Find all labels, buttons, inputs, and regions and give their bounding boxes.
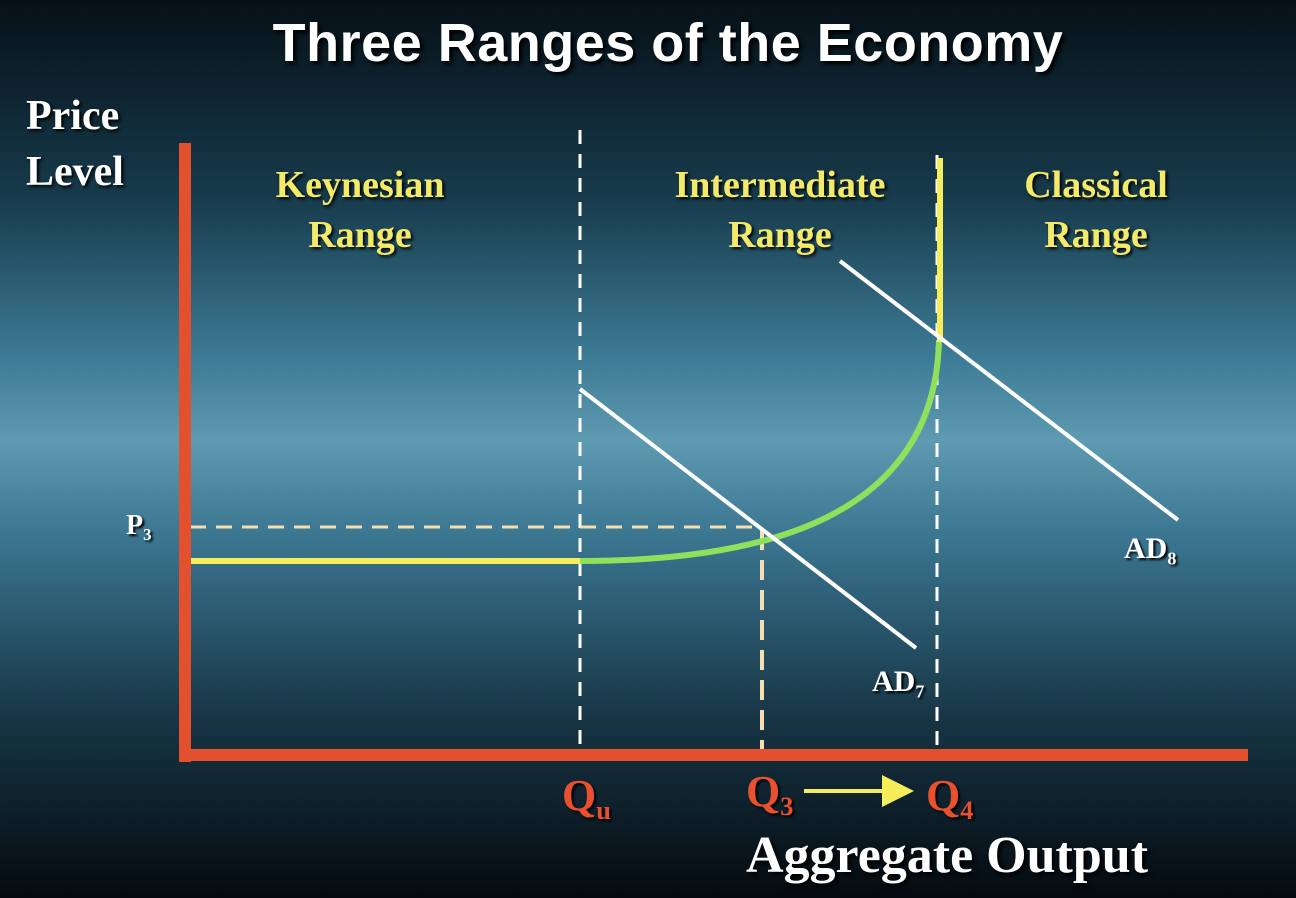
p3-tick-label: P3	[126, 510, 152, 544]
qu-tick-label: Qu	[562, 771, 611, 826]
keynesian-range-line2: Range	[308, 214, 412, 256]
x-axis-label: Aggregate Output	[746, 827, 1149, 884]
classical-range-line2: Range	[1044, 214, 1148, 256]
y-axis-label-line2: Level	[26, 149, 124, 195]
supply-intermediate-curve	[579, 339, 942, 564]
keynesian-range-label: Keynesian Range	[240, 160, 480, 260]
classical-range-line1: Classical	[1024, 164, 1168, 206]
ad8-curve	[838, 259, 1180, 522]
keynesian-range-line1: Keynesian	[275, 164, 445, 206]
q3-tick-label: Q3	[746, 767, 794, 822]
classical-range-label: Classical Range	[976, 160, 1216, 260]
ad8-label: AD8	[1124, 532, 1177, 569]
intermediate-range-label: Intermediate Range	[630, 160, 930, 260]
y-axis-label: Price Level	[26, 88, 124, 200]
page-title: Three Ranges of the Economy	[272, 13, 1064, 73]
q4-tick-label: Q4	[926, 771, 974, 826]
ad7-label: AD7	[872, 665, 925, 702]
intermediate-range-line2: Range	[728, 214, 832, 256]
ad7-curve	[578, 387, 918, 650]
intermediate-range-line1: Intermediate	[674, 164, 886, 206]
y-axis-label-line1: Price	[26, 93, 120, 139]
